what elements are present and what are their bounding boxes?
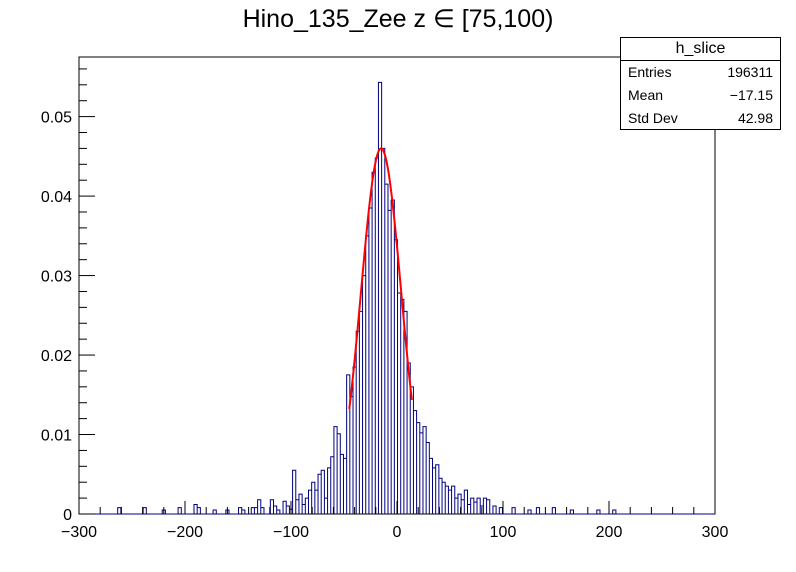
stats-label-entries: Entries bbox=[628, 64, 672, 80]
stats-row-entries: Entries 196311 bbox=[621, 61, 780, 84]
stats-row-mean: Mean −17.15 bbox=[621, 84, 780, 107]
stats-value-mean: −17.15 bbox=[729, 87, 773, 103]
x-tick-label: −300 bbox=[61, 524, 97, 541]
x-tick-label: 0 bbox=[393, 524, 402, 541]
x-tick-label: 100 bbox=[490, 524, 517, 541]
stats-value-stddev: 42.98 bbox=[737, 110, 773, 126]
x-tick-label: 300 bbox=[702, 524, 729, 541]
fit-curve bbox=[348, 147, 413, 410]
stats-label-stddev: Std Dev bbox=[628, 110, 678, 126]
stats-row-stddev: Std Dev 42.98 bbox=[621, 107, 780, 130]
stats-box-title: h_slice bbox=[621, 38, 780, 61]
y-tick-label: 0.04 bbox=[41, 189, 72, 206]
y-tick-label: 0 bbox=[63, 507, 72, 524]
chart-title: Hino_135_Zee z ∈ [75,100) bbox=[242, 5, 554, 33]
y-tick-label: 0.01 bbox=[41, 428, 72, 445]
y-tick-label: 0.05 bbox=[41, 110, 72, 127]
y-tick-label: 0.02 bbox=[41, 348, 72, 365]
stats-label-mean: Mean bbox=[628, 87, 664, 103]
x-tick-label: −200 bbox=[167, 524, 203, 541]
histogram-line bbox=[79, 81, 715, 515]
y-tick-label: 0.03 bbox=[41, 269, 72, 286]
x-tick-label: −100 bbox=[273, 524, 309, 541]
stats-box: h_slice Entries 196311 Mean −17.15 Std D… bbox=[620, 37, 781, 130]
stats-value-entries: 196311 bbox=[727, 64, 773, 80]
x-tick-label: 200 bbox=[596, 524, 623, 541]
